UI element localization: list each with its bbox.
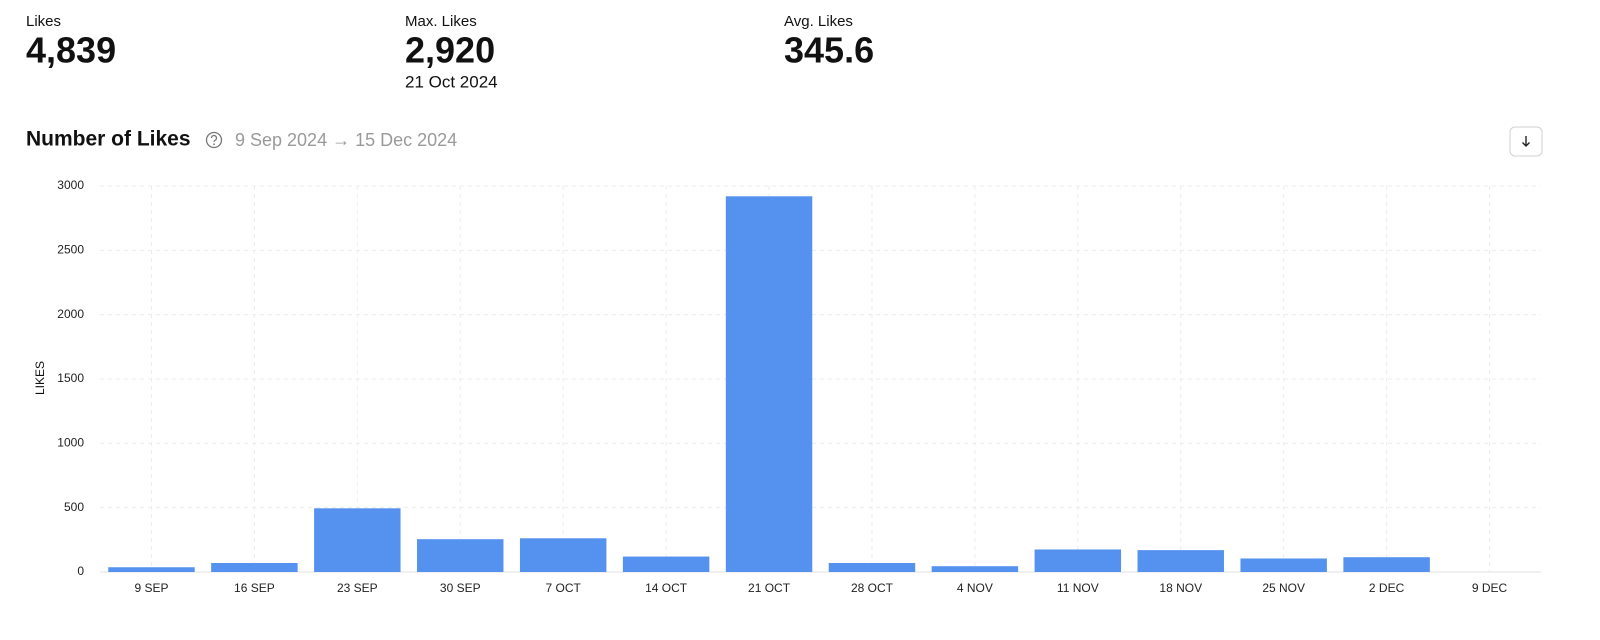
x-tick-label: 4 NOV: [957, 581, 993, 595]
chart-subtitle: 9 Sep 2024 → 15 Dec 2024: [235, 130, 457, 150]
stat-value: 4,839: [26, 30, 116, 71]
bar: [1034, 549, 1122, 572]
x-tick-label: 25 NOV: [1262, 581, 1305, 595]
y-axis-label: LIKES: [33, 361, 47, 395]
stat-note: 21 Oct 2024: [405, 72, 498, 91]
x-tick-label: 11 NOV: [1057, 581, 1099, 595]
download-button[interactable]: [1509, 126, 1543, 157]
x-tick-label: 28 OCT: [851, 581, 894, 595]
bar: [622, 556, 710, 572]
stat-label: Likes: [26, 13, 61, 30]
bar: [931, 566, 1019, 572]
y-tick-label: 500: [64, 500, 84, 514]
bar: [1137, 550, 1224, 572]
stat-value: 2,920: [405, 30, 495, 71]
stat-label: Avg. Likes: [784, 13, 853, 30]
x-tick-label: 2 DEC: [1369, 581, 1405, 595]
bar: [417, 539, 504, 572]
x-tick-label: 30 SEP: [440, 581, 481, 595]
bar: [519, 538, 607, 572]
help-icon[interactable]: [205, 131, 223, 149]
y-tick-label: 1000: [57, 436, 84, 450]
y-tick-label: 3000: [57, 178, 84, 192]
stat-value: 345.6: [784, 30, 874, 71]
stats: Likes 4,839 Max. Likes 2,920 21 Oct 2024…: [26, 13, 874, 92]
y-tick-label: 0: [77, 564, 84, 578]
y-tick-label: 1500: [57, 371, 84, 385]
stat-label: Max. Likes: [405, 13, 477, 30]
y-tick-label: 2500: [57, 243, 84, 257]
x-tick-label: 16 SEP: [234, 581, 275, 595]
bar: [108, 567, 195, 572]
bar: [314, 508, 401, 572]
x-tick-label: 9 SEP: [134, 581, 168, 595]
x-tick-label: 7 OCT: [546, 581, 582, 595]
bar: [828, 562, 916, 572]
x-tick-label: 14 OCT: [645, 581, 688, 595]
chart-title: Number of Likes: [26, 128, 191, 151]
bar: [725, 196, 813, 572]
bar: [211, 562, 298, 572]
x-tick-label: 9 DEC: [1472, 581, 1508, 595]
x-tick-label: 18 NOV: [1159, 581, 1202, 595]
x-tick-label: 21 OCT: [748, 581, 791, 595]
x-tick-label: 23 SEP: [337, 581, 378, 595]
y-tick-label: 2000: [57, 307, 84, 321]
bar: [1343, 557, 1430, 572]
bar: [1240, 558, 1327, 572]
